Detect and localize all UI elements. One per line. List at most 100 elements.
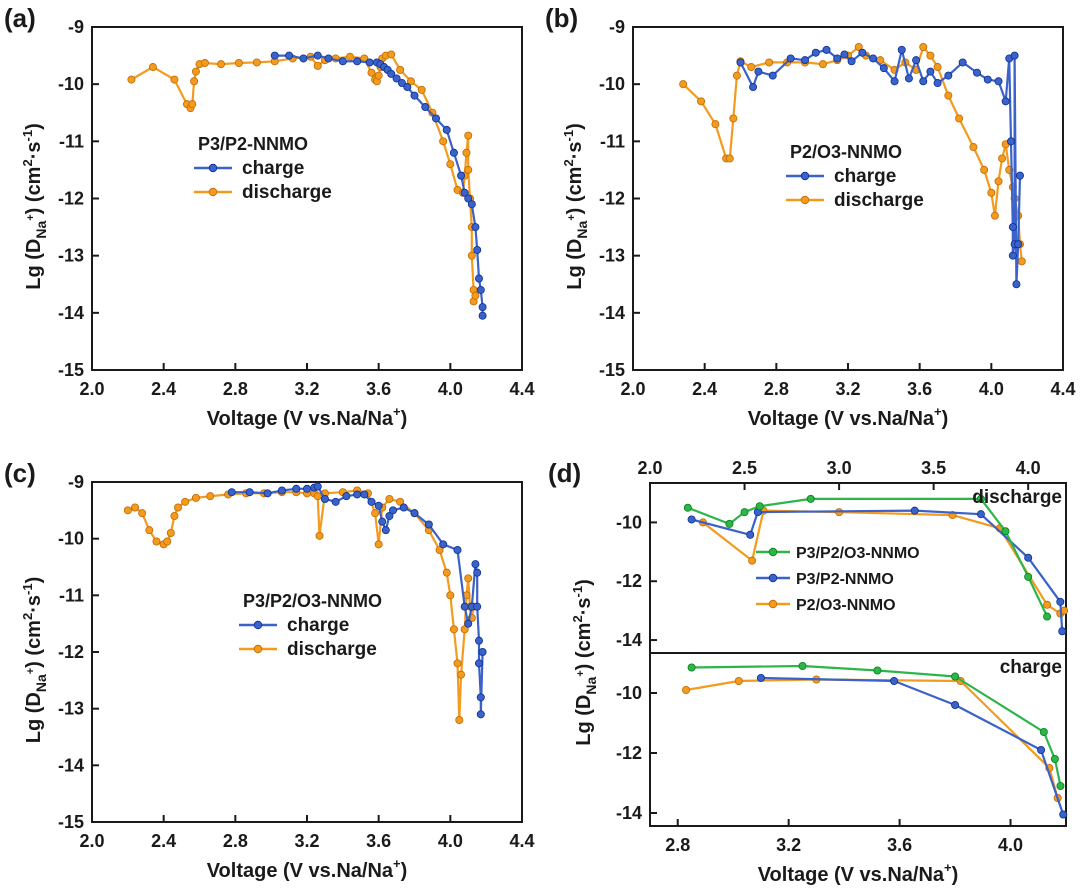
panel-c-discharge-point: [206, 492, 215, 501]
panel-d-discharge-0-point: [740, 508, 749, 517]
panel-d-legend-2: P2/O3-NNMO: [796, 597, 896, 614]
legend-swatch-point: [768, 599, 778, 609]
panel-c-discharge-point: [191, 493, 200, 502]
panel-c-charge-point: [313, 482, 322, 491]
panel-c-discharge-point: [455, 716, 464, 725]
panel-b-charge-point: [1012, 280, 1021, 289]
x-tick-label: 3.2: [835, 379, 860, 399]
panel-a-discharge-point: [234, 59, 243, 68]
panel-a-discharge-point: [216, 60, 225, 69]
top-y-tick-label: -12: [616, 571, 642, 591]
panel-d-discharge-0-point: [806, 494, 815, 503]
panel-d-xlabel: Voltage (V vs.Na/Na+): [758, 860, 959, 886]
ylabel-part: ) (cm: [23, 167, 45, 215]
panel-c-discharge-point: [138, 509, 147, 518]
panel-c-discharge-point: [130, 503, 139, 512]
panel-a-discharge-point: [471, 291, 480, 300]
panel-c-legend-0: charge: [287, 615, 349, 636]
panel-d-charge-1-point: [890, 677, 899, 686]
panel-a-discharge-point: [464, 131, 473, 140]
panel-b-discharge-point: [994, 177, 1003, 186]
ylabel-part: +: [25, 668, 37, 674]
panel-d-charge-0-point: [1050, 755, 1059, 764]
panel-c-charge-point: [263, 489, 272, 498]
panel-d-charge-2-point: [682, 686, 691, 695]
panel-c-ylabel: Lg (DNa+) (cm2·s-1): [20, 577, 49, 744]
panel-c-discharge-point: [464, 574, 473, 583]
panel-d-discharge-2-point: [1043, 600, 1052, 609]
panel-a-discharge-point: [462, 148, 471, 157]
panel-c-charge-point: [476, 710, 485, 719]
panel-d-charge-0-point: [687, 663, 696, 672]
panel-c-charge-point: [476, 693, 485, 702]
panel-c-discharge-point: [313, 492, 322, 501]
legend-swatch-point: [253, 644, 263, 654]
panel-a-charge-point: [365, 58, 374, 67]
panel-d-discharge-0-point: [1001, 527, 1010, 536]
panel-c-discharge-point: [315, 531, 324, 540]
top-x-tick-label: 3.0: [827, 458, 852, 478]
top-x-tick-label: 3.5: [921, 458, 946, 478]
panel-b-discharge-point: [998, 154, 1007, 163]
panel-b-discharge-point: [987, 188, 996, 197]
legend-swatch-point: [253, 620, 263, 630]
ylabel-part: +: [566, 214, 578, 220]
xlabel-part: +: [393, 856, 401, 871]
legend-swatch-point: [768, 573, 778, 583]
xlabel-part: +: [393, 404, 401, 419]
panel-d-discharge-1-point: [687, 515, 696, 524]
ylabel-part: +: [25, 214, 37, 220]
panel-c-charge-point: [360, 490, 369, 499]
panel-b-discharge-point: [725, 154, 734, 163]
top-y-tick-label: -14: [616, 630, 642, 650]
panel-a-charge-point: [449, 148, 458, 157]
panel-a-charge-point: [478, 303, 487, 312]
panel-d-discharge-2-point: [748, 556, 757, 565]
panel-a-charge-point: [387, 69, 396, 78]
panel-c-charge-point: [227, 488, 236, 497]
panel-a-charge-point: [471, 223, 480, 232]
panel-b-charge-point: [749, 83, 758, 92]
ylabel-part: ) (cm: [564, 167, 586, 215]
panel-a-charge-point: [270, 51, 279, 60]
panel-b-charge-point: [1016, 171, 1025, 180]
panel-a-charge-point: [397, 79, 406, 88]
ylabel-part: Lg (D: [564, 239, 586, 290]
panel-c-charge-point: [464, 619, 473, 628]
ylabel-part: ) (cm: [23, 620, 45, 668]
panel-b-discharge-point: [944, 91, 953, 100]
xlabel-part: +: [944, 860, 952, 875]
panel-a-charge-point: [431, 114, 440, 123]
y-tick-label: -9: [68, 17, 84, 37]
panel-b-discharge-point: [697, 97, 706, 106]
ylabel-part: ): [23, 577, 45, 584]
panel-b-charge-point: [919, 77, 928, 86]
y-tick-label: -11: [59, 585, 84, 605]
y-tick-label: -13: [58, 246, 84, 266]
ylabel-part: -1: [20, 583, 35, 595]
ylabel-part: ): [564, 123, 586, 130]
panel-c-charge-point: [374, 501, 383, 510]
xlabel-part: Voltage (V vs.Na/Na: [207, 860, 394, 882]
panel-a-discharge-point: [191, 67, 200, 76]
panel-d-discharge-0-point: [976, 494, 985, 503]
panel-d-discharge-1-point: [1024, 553, 1033, 562]
panel-c-xlabel: Voltage (V vs.Na/Na+): [207, 856, 408, 882]
x-tick-label: 4.0: [979, 379, 1004, 399]
panel-b-discharge-point: [818, 60, 827, 69]
panel-b-charge-point: [768, 71, 777, 80]
panel-a-legend-1: discharge: [242, 182, 332, 203]
panel-c-discharge-point: [396, 497, 405, 506]
panel-b-charge-point: [879, 64, 888, 73]
panel-a-discharge-point: [417, 85, 426, 94]
panel-a-charge-point: [353, 57, 362, 66]
y-tick-label: -12: [58, 642, 84, 662]
x-tick-label: 2.8: [764, 379, 789, 399]
panel-b-charge-point: [890, 77, 899, 86]
ylabel-part: ) (cm: [573, 623, 595, 671]
panel-b-charge-point: [904, 74, 913, 83]
panel-a-charge-point: [392, 74, 401, 83]
panel-c-charge-point: [474, 636, 483, 645]
bottom-y-tick-label: -14: [616, 803, 642, 823]
